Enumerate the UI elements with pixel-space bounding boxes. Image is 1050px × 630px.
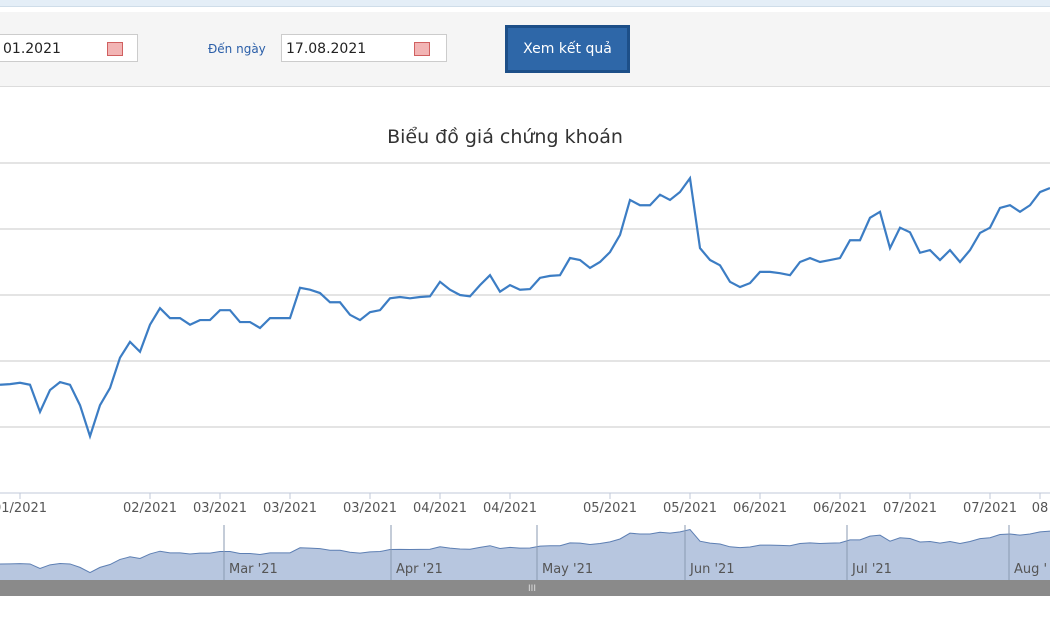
chart-title: Biểu đồ giá chứng khoán [387,126,623,148]
filter-bar: 01.2021 Đến ngày 17.08.2021 Xem kết quả [0,12,1050,87]
from-date-input[interactable]: 01.2021 [0,34,138,62]
to-date: 17.08.2021 [286,41,367,57]
navigator-label: Jun '21 [689,562,735,577]
x-tick-label: 03/2021 [343,501,397,516]
navigator-area [0,529,1050,580]
x-tick-label: 07/2021 [963,501,1017,516]
x-tick-label: 05/2021 [583,501,637,516]
calendar-icon[interactable] [414,42,430,56]
submit-button[interactable]: Xem kết quả [505,25,630,73]
to-date-input[interactable]: 17.08.2021 [281,34,447,62]
calendar-icon[interactable] [107,42,123,56]
top-strip [0,0,1050,7]
x-tick-label: 05/2021 [663,501,717,516]
navigator-label: May '21 [542,562,593,577]
x-tick-label: 02/2021 [123,501,177,516]
scrollbar-grip[interactable]: III [528,584,536,594]
x-tick-label: 07/2021 [883,501,937,516]
navigator-label: Apr '21 [396,562,443,577]
x-tick-label: 01/2021 [0,501,47,516]
navigator-label: Aug ' [1014,562,1047,577]
x-tick-label: 04/2021 [413,501,467,516]
x-tick-label: 03/2021 [263,501,317,516]
scrollbar[interactable] [0,580,1050,596]
x-tick-label: 04/2021 [483,501,537,516]
navigator-line [0,528,1050,574]
price-line [0,175,1050,440]
from-date: 01.2021 [3,41,61,57]
x-tick-label: 06/2021 [733,501,787,516]
navigator-label: Jul '21 [851,562,892,577]
x-tick-label: 06/2021 [813,501,867,516]
to-label: Đến ngày [208,42,266,56]
navigator-label: Mar '21 [229,562,278,577]
x-tick-label: 08 [1032,501,1049,516]
x-tick-label: 03/2021 [193,501,247,516]
